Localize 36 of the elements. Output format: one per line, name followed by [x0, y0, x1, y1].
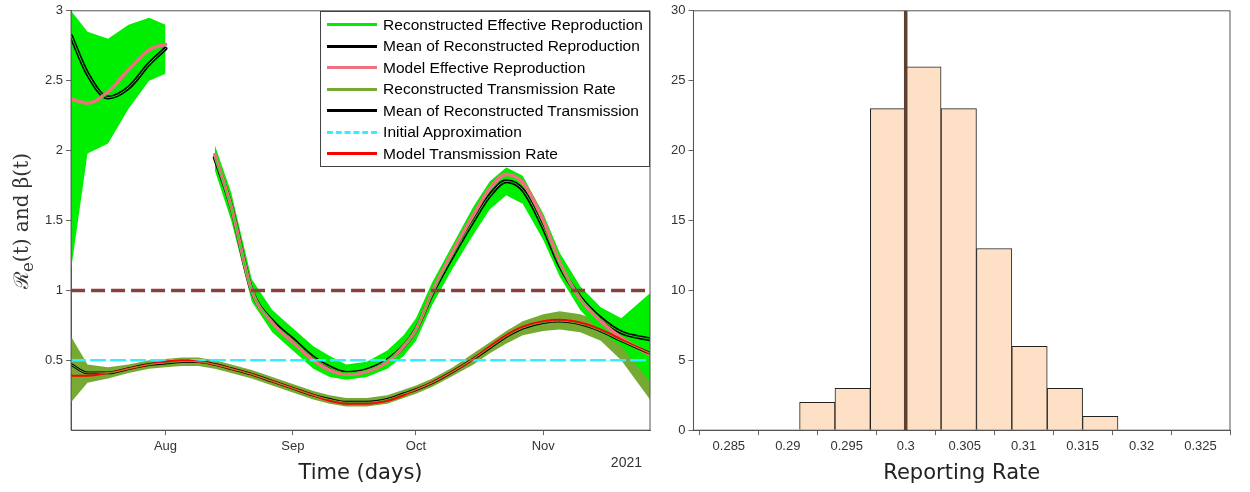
x-tick-label: 0.305 — [948, 437, 981, 453]
x-axis-title: Time (days) — [297, 459, 423, 484]
y-tick-label: 10 — [670, 281, 686, 297]
y-tick-label: 0 — [678, 421, 686, 437]
x-tick-label: 0.285 — [712, 437, 746, 453]
legend-label: Reconstructed Transmission Rate — [383, 79, 616, 100]
x-tick-label: 0.31 — [1010, 437, 1037, 453]
y-tick-label: 15 — [670, 212, 686, 228]
x-tick-label: Sep — [281, 437, 305, 453]
x-tick-label: 0.29 — [775, 437, 801, 453]
x-tick-label: Nov — [531, 437, 556, 453]
x-tick-label: 0.325 — [1184, 437, 1217, 453]
y-tick-label: 3 — [55, 2, 64, 18]
y-tick-label: 2.5 — [44, 72, 64, 88]
y-tick-label: 1.5 — [44, 212, 64, 228]
x-tick-label: 0.3 — [896, 437, 915, 453]
legend-label: Reconstructed Effective Reproduction — [383, 14, 643, 35]
y-tick-label: 20 — [670, 142, 686, 158]
y-tick-label: 30 — [670, 2, 686, 18]
x-axis-title: Reporting Rate — [883, 459, 1041, 484]
y-tick-label: 25 — [670, 72, 686, 88]
y-tick-label: 2 — [55, 142, 64, 158]
legend-label: Model Effective Reproduction — [383, 57, 586, 78]
x-tick-label: 0.315 — [1066, 437, 1099, 453]
y-tick-label: 1 — [55, 281, 64, 297]
legend-label: Mean of Reconstructed Transmission — [383, 100, 639, 121]
text: 2021 — [610, 454, 643, 471]
legend-label: Mean of Reconstructed Reproduction — [383, 36, 640, 57]
x-tick-label: Aug — [153, 437, 178, 453]
legend-label: Model Transmission Rate — [383, 143, 558, 164]
legend-label: Initial Approximation — [383, 122, 522, 143]
x-tick-label: Oct — [405, 437, 427, 453]
x-tick-label: 0.295 — [830, 437, 864, 453]
y-tick-label: 0.5 — [44, 351, 64, 367]
x-tick-label: 0.32 — [1128, 437, 1155, 453]
y-tick-label: 5 — [678, 351, 686, 367]
